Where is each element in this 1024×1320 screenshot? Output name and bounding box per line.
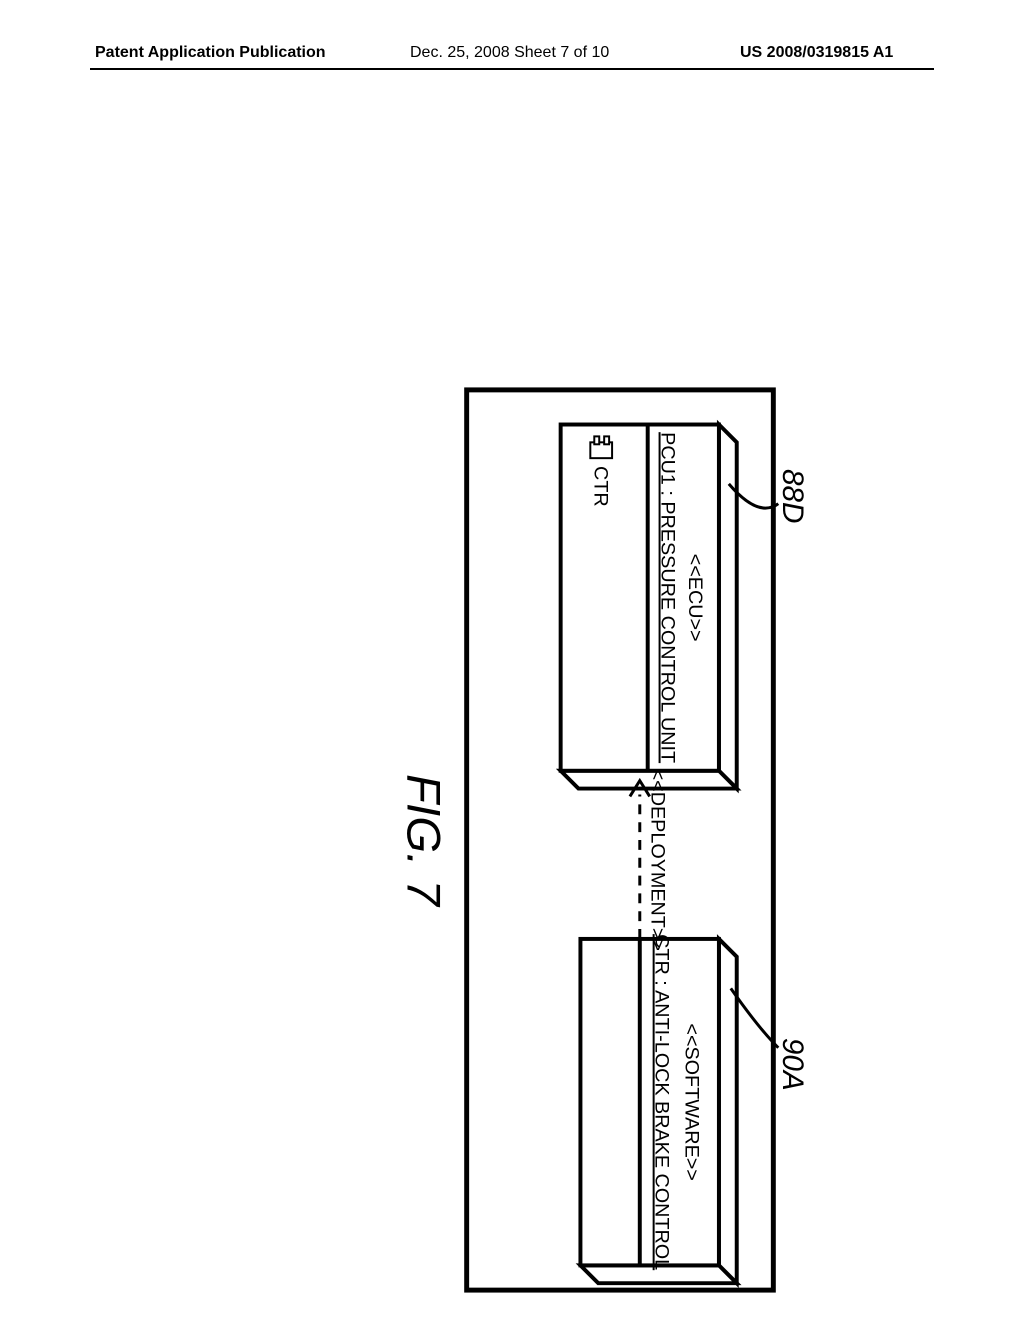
header-rule	[90, 68, 934, 70]
figure-svg: <<ECU>> PCU1 : PRESSURE CONTROL UNIT CTR…	[390, 380, 850, 1300]
header-date-sheet: Dec. 25, 2008 Sheet 7 of 10	[410, 44, 609, 62]
ref-label-90a: 90A	[731, 988, 809, 1090]
software-box: <<SOFTWARE>> CTR : ANTI-LOCK BRAKE CONTR…	[580, 934, 736, 1283]
software-name: CTR : ANTI-LOCK BRAKE CONTROL	[651, 934, 673, 1270]
software-stereotype: <<SOFTWARE>>	[680, 1023, 702, 1180]
ecu-sub-component-icon: CTR	[589, 436, 612, 506]
ecu-stereotype: <<ECU>>	[684, 554, 706, 642]
deployment-label: <<DEPLOYMENT>>	[647, 769, 669, 951]
header-pubnumber: US 2008/0319815 A1	[740, 44, 893, 62]
deployment-edge: <<DEPLOYMENT>>	[630, 769, 669, 951]
header-publication: Patent Application Publication	[95, 44, 326, 62]
ecu-name: PCU1 : PRESSURE CONTROL UNIT	[657, 432, 679, 763]
ecu-sub-label: CTR	[589, 466, 611, 507]
figure-container: <<ECU>> PCU1 : PRESSURE CONTROL UNIT CTR…	[0, 380, 850, 840]
svg-text:90A: 90A	[776, 1038, 809, 1091]
svg-text:88D: 88D	[776, 469, 809, 523]
page: Patent Application Publication Dec. 25, …	[0, 0, 1024, 1320]
ref-label-88d: 88D	[729, 469, 809, 523]
ecu-box: <<ECU>> PCU1 : PRESSURE CONTROL UNIT CTR	[561, 425, 737, 789]
figure-label: FIG. 7	[396, 774, 449, 907]
